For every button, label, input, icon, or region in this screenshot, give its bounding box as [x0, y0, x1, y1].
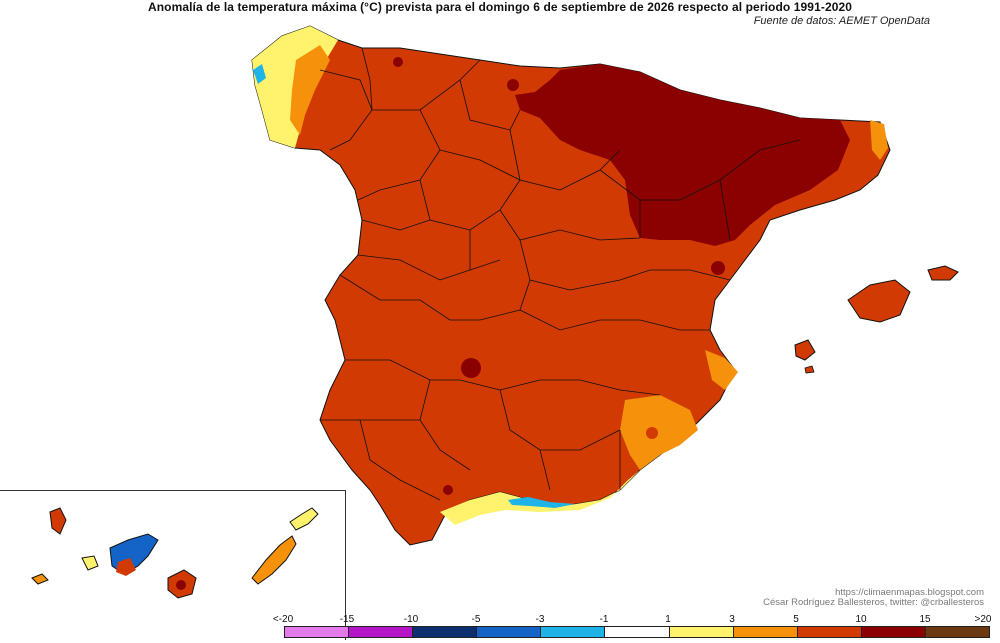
legend-label: >20 [974, 614, 992, 625]
canary-islands-inset [0, 490, 346, 640]
data-source: Fuente de datos: AEMET OpenData [753, 15, 930, 27]
province-borders [319, 47, 801, 501]
fuerteventura [251, 535, 297, 585]
legend-label: 1 [665, 614, 671, 625]
legend-swatch [797, 627, 862, 637]
legend-swatch [541, 627, 606, 637]
legend-label: -3 [535, 614, 545, 625]
legend-labels: <-20 -15 -10 -5 -3 -1 1 3 5 10 15 >20 [273, 614, 992, 626]
la-palma [49, 507, 67, 535]
southeast-orange-region [620, 395, 698, 470]
credit-author: César Rodríguez Ballesteros, twitter: @c… [763, 597, 984, 608]
legend-label: <-20 [272, 614, 294, 625]
map-title: Anomalía de la temperatura máxima (°C) p… [147, 0, 853, 14]
galicia-inner [290, 45, 330, 135]
credit-url: https://climaenmapas.blogspot.com [835, 587, 984, 598]
legend-label: 10 [855, 614, 867, 625]
galicia-blue [253, 64, 266, 84]
legend-label: -5 [471, 614, 481, 625]
legend-label: -1 [599, 614, 609, 625]
formentera [804, 365, 815, 374]
legend-label: 15 [919, 614, 931, 625]
el-hierro [31, 573, 49, 585]
legend-swatch [669, 627, 734, 637]
legend-swatch [925, 627, 990, 637]
legend-swatch [605, 627, 670, 637]
legend-swatch [861, 627, 926, 637]
legend-swatch [285, 627, 350, 637]
la-gomera [81, 555, 99, 571]
ibiza [794, 339, 816, 361]
legend-swatch [477, 627, 542, 637]
menorca [927, 265, 959, 281]
legend-label: 5 [793, 614, 799, 625]
legend-label: -10 [403, 614, 419, 625]
author-credit: https://climaenmapas.blogspot.com César … [763, 588, 984, 608]
legend-swatch [349, 627, 414, 637]
tenerife-south [116, 558, 136, 576]
south-coast-blue [508, 497, 575, 508]
mallorca [847, 279, 911, 323]
legend-label: -15 [339, 614, 355, 625]
south-coast-yellow [440, 470, 640, 525]
catalonia-coast [870, 120, 888, 160]
legend-swatch [733, 627, 798, 637]
legend-swatch [413, 627, 478, 637]
legend-color-bar [284, 626, 990, 638]
valencia-coast [705, 350, 738, 390]
legend-label: 3 [729, 614, 735, 625]
lanzarote [289, 507, 319, 531]
northeast-hot-region [515, 64, 850, 246]
